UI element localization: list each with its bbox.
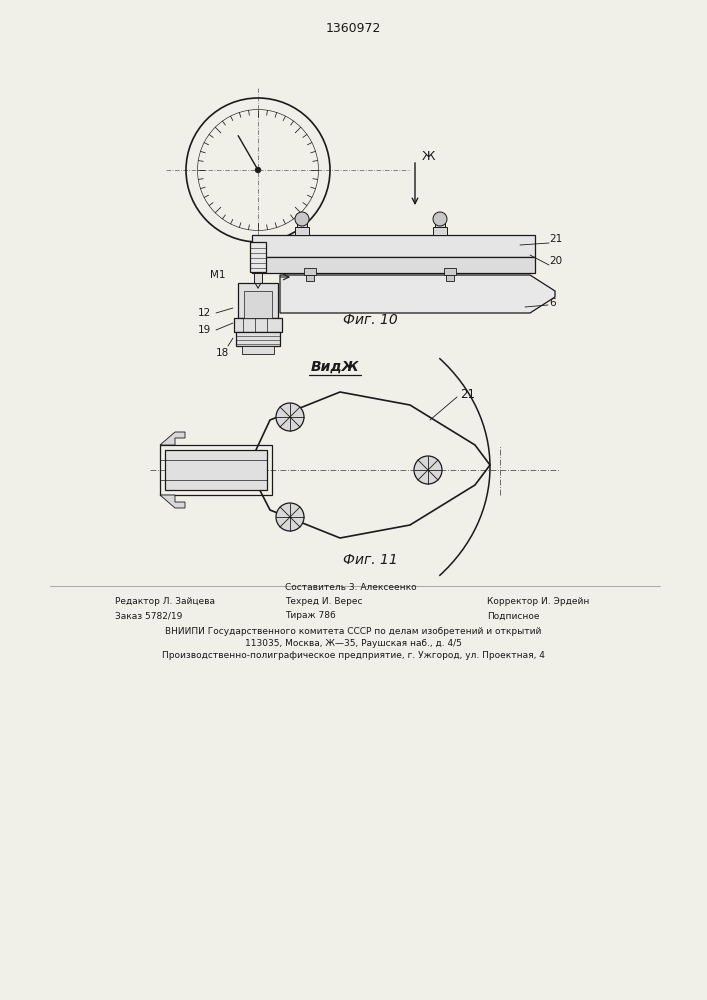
- Text: Фиг. 11: Фиг. 11: [343, 553, 397, 567]
- Text: Фиг. 10: Фиг. 10: [343, 313, 397, 327]
- Polygon shape: [160, 495, 185, 508]
- Bar: [236, 332, 280, 346]
- Bar: [234, 318, 282, 332]
- Text: 19: 19: [198, 325, 211, 335]
- Bar: [444, 268, 456, 275]
- Circle shape: [433, 212, 447, 226]
- Text: 1360972: 1360972: [325, 21, 380, 34]
- Text: ВидЖ: ВидЖ: [310, 360, 359, 374]
- Text: 12: 12: [198, 308, 211, 318]
- Bar: [297, 222, 307, 227]
- Text: Составитель 3. Алексеенко: Составитель 3. Алексеенко: [285, 584, 416, 592]
- Bar: [244, 291, 272, 318]
- Text: Ж: Ж: [422, 150, 436, 163]
- Text: 6: 6: [549, 298, 556, 308]
- Bar: [254, 273, 262, 283]
- Bar: [238, 283, 278, 318]
- Text: 21: 21: [549, 234, 562, 244]
- Bar: [250, 242, 266, 272]
- Bar: [242, 346, 274, 354]
- Text: Производственно-полиграфическое предприятие, г. Ужгород, ул. Проектная, 4: Производственно-полиграфическое предприя…: [162, 652, 544, 660]
- Text: 18: 18: [216, 348, 229, 358]
- Polygon shape: [160, 432, 185, 445]
- Text: Техред И. Верес: Техред И. Верес: [285, 597, 363, 606]
- Text: 21: 21: [460, 387, 475, 400]
- Circle shape: [255, 167, 261, 173]
- Bar: [160, 445, 272, 495]
- Text: 113035, Москва, Ж—35, Раушская наб., д. 4/5: 113035, Москва, Ж—35, Раушская наб., д. …: [245, 640, 462, 648]
- Bar: [252, 235, 535, 257]
- Polygon shape: [280, 275, 555, 313]
- Circle shape: [414, 456, 442, 484]
- Text: Тираж 786: Тираж 786: [285, 611, 336, 620]
- Bar: [435, 222, 445, 227]
- Text: Подписное: Подписное: [487, 611, 539, 620]
- Text: ВНИИПИ Государственного комитета СССР по делам изобретений и открытий: ВНИИПИ Государственного комитета СССР по…: [165, 628, 541, 637]
- Bar: [304, 268, 316, 275]
- Bar: [306, 275, 314, 281]
- Text: М1: М1: [210, 270, 226, 280]
- Bar: [165, 450, 267, 490]
- Circle shape: [295, 212, 309, 226]
- Text: Редактор Л. Зайцева: Редактор Л. Зайцева: [115, 597, 215, 606]
- Text: Заказ 5782/19: Заказ 5782/19: [115, 611, 182, 620]
- Bar: [252, 257, 535, 273]
- Bar: [446, 275, 454, 281]
- Bar: [433, 227, 447, 235]
- Text: Корректор И. Эрдейн: Корректор И. Эрдейн: [487, 597, 590, 606]
- Bar: [295, 227, 309, 235]
- Circle shape: [276, 403, 304, 431]
- Text: 20: 20: [549, 256, 562, 266]
- Circle shape: [276, 503, 304, 531]
